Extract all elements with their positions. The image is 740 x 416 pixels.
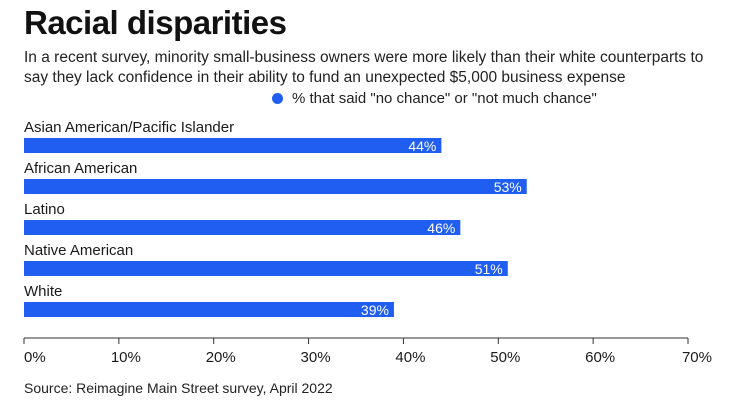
category-label: African American xyxy=(24,160,137,177)
legend: % that said "no chance" or "not much cha… xyxy=(272,90,597,107)
x-tick-label: 30% xyxy=(301,349,331,366)
bar xyxy=(24,220,461,235)
legend-swatch xyxy=(272,93,283,104)
x-tick-label: 0% xyxy=(24,349,46,366)
x-tick-label: 60% xyxy=(585,349,615,366)
x-tick-label: 70% xyxy=(682,349,712,366)
category-label: Native American xyxy=(24,242,133,259)
x-tick-label: 40% xyxy=(395,349,425,366)
bar xyxy=(24,138,442,153)
category-label: Asian American/Pacific Islander xyxy=(24,119,234,136)
legend-label: % that said "no chance" or "not much cha… xyxy=(292,90,597,107)
chart-subtitle: In a recent survey, minority small-busin… xyxy=(24,49,704,86)
chart-title: Racial disparities xyxy=(24,4,287,41)
category-label: Latino xyxy=(24,201,65,218)
value-label: 51% xyxy=(475,261,503,277)
bar xyxy=(24,179,527,194)
x-tick-label: 50% xyxy=(490,349,520,366)
category-label: White xyxy=(24,283,62,300)
value-label: 44% xyxy=(408,138,436,154)
value-label: 53% xyxy=(494,179,522,195)
value-label: 39% xyxy=(361,302,389,318)
bar xyxy=(24,302,394,317)
x-tick-label: 10% xyxy=(111,349,141,366)
source-note: Source: Reimagine Main Street survey, Ap… xyxy=(24,380,333,396)
bar xyxy=(24,261,508,276)
value-label: 46% xyxy=(427,220,455,236)
x-tick-label: 20% xyxy=(206,349,236,366)
